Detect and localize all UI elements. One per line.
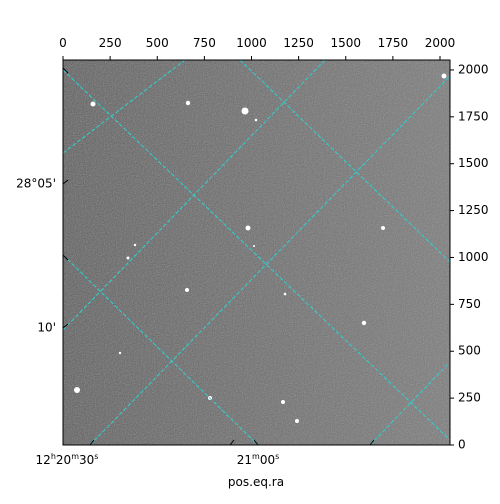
y-tick-label: 750 [458,297,481,311]
dec-label: 28°05' [16,177,56,191]
coordinate-grid [63,60,450,445]
ra-label-part: 20 [56,453,71,467]
dec-label: 10' [37,321,56,335]
x-tick-label: 1750 [378,36,409,50]
x-axis-label: pos.eq.ra [228,475,284,489]
ra-label-part: 21 [237,453,252,467]
y-tick-label: 500 [458,344,481,358]
x-tick-label: 1250 [283,36,314,50]
y-tick-label: 1750 [458,109,489,123]
y-tick-label: 1000 [458,250,489,264]
world-ticks [62,67,375,446]
ra-label: 21m00s [237,452,280,467]
x-tick-label: 250 [99,36,122,50]
ra-label-part: s [94,452,98,461]
ra-label-part: h [51,452,56,461]
x-tick-label: 750 [193,36,216,50]
ra-label-part: m [252,452,260,461]
x-tick-label: 500 [146,36,169,50]
y-tick-label: 1250 [458,203,489,217]
ra-label-part: m [71,452,79,461]
y-tick-label: 1500 [458,156,489,170]
y-tick-label: 2000 [458,62,489,76]
ra-label-part: s [275,452,279,461]
sky-image [62,59,451,446]
ra-label-part: 12 [36,453,51,467]
x-tick-label: 1000 [236,36,267,50]
ra-label: 12h20m30s [36,452,99,467]
stars [74,73,447,423]
ra-label-part: 00 [260,453,275,467]
y-tick-label: 0 [458,438,466,452]
x-tick-label: 1500 [330,36,361,50]
ra-label-part: 30 [79,453,94,467]
x-tick-label: 2000 [425,36,456,50]
y-tick-label: 250 [458,391,481,405]
x-tick-label: 0 [59,36,67,50]
